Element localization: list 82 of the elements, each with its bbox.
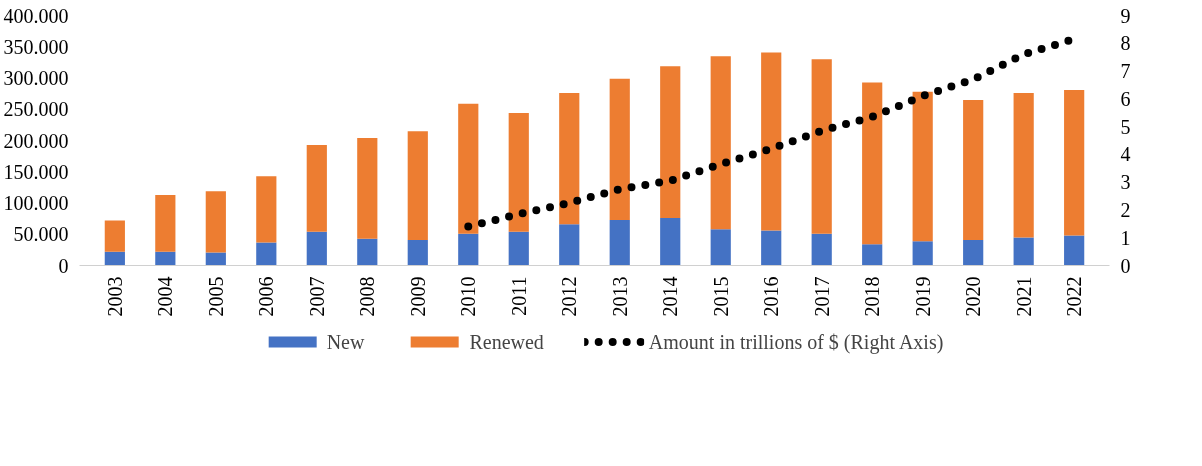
bar [1013,237,1034,266]
bar [761,52,782,231]
bar [458,233,479,266]
y-tick-label: 250.000 [3,98,69,121]
y2-tick-label: 2 [1120,198,1131,221]
x-tick-label: 2003 [103,276,126,317]
y2-tick-label: 3 [1120,171,1131,194]
x-tick-label: 2019 [911,276,934,317]
y-tick-label: 50.000 [13,223,69,246]
bar [104,251,125,266]
y-tick-label: 150.000 [3,160,69,183]
bar [458,103,479,234]
y2-tick-label: 8 [1120,32,1131,55]
bar [559,93,580,225]
y2-tick-label: 7 [1120,60,1131,83]
bar [862,82,883,245]
bar [256,242,277,266]
bar [1013,93,1034,238]
x-tick-label: 2014 [659,276,682,317]
bar [963,239,984,266]
x-tick-label: 2016 [760,276,783,317]
bar [357,138,378,239]
x-tick-label: 2004 [154,276,177,317]
legend-label: Amount in trillions of $ (Right Axis) [648,330,944,353]
bar [306,231,327,266]
y-tick-label: 350.000 [3,35,69,58]
bar [912,241,933,266]
x-tick-label: 2012 [558,276,581,317]
bar [155,194,176,252]
x-tick-label: 2017 [810,276,833,317]
y-tick-label: 100.000 [3,192,69,214]
bar [104,220,125,252]
bar [660,218,681,266]
bar [963,99,984,240]
bar [508,231,529,266]
x-tick-label: 2021 [1012,276,1035,317]
bar [862,244,883,266]
bar [508,113,529,232]
bar [660,66,681,218]
x-tick-label: 2010 [457,276,480,317]
x-tick-label: 2009 [406,276,429,317]
bar [1064,235,1085,266]
bar [357,238,378,266]
bar [1064,89,1085,236]
y2-tick-label: 5 [1120,115,1131,138]
bar [609,219,630,266]
bar [256,176,277,243]
bar [407,131,428,240]
bar [205,191,226,253]
y2-tick-label: 9 [1120,4,1131,27]
y2-tick-label: 6 [1120,87,1131,110]
bar [559,224,580,266]
bar [609,78,630,220]
x-tick-label: 2013 [608,276,631,317]
x-tick-label: 2015 [709,276,732,317]
y2-tick-label: 1 [1120,226,1131,249]
bar [710,229,731,266]
x-tick-label: 2011 [507,276,530,316]
bar [306,144,327,232]
bar [912,91,933,242]
x-tick-label: 2005 [204,276,227,317]
x-tick-label: 2020 [962,276,985,317]
bar [407,239,428,266]
x-tick-label: 2022 [1063,276,1086,317]
bar [811,233,832,266]
bar [205,252,226,266]
bar [811,59,832,234]
legend-label: Renewed [469,330,544,353]
legend-label: New [326,330,365,353]
bar [155,251,176,266]
y2-tick-label: 4 [1120,143,1131,166]
bar [710,56,731,230]
x-tick-label: 2008 [356,276,379,317]
y-tick-label: 0 [58,254,69,277]
x-tick-label: 2018 [861,276,884,317]
x-tick-label: 2006 [255,276,278,317]
bar [761,230,782,266]
y2-tick-label: 0 [1120,254,1131,277]
y-tick-label: 400.000 [3,4,69,27]
y-tick-label: 200.000 [3,129,69,152]
y-tick-label: 300.000 [3,67,69,89]
x-tick-label: 2007 [305,276,328,317]
